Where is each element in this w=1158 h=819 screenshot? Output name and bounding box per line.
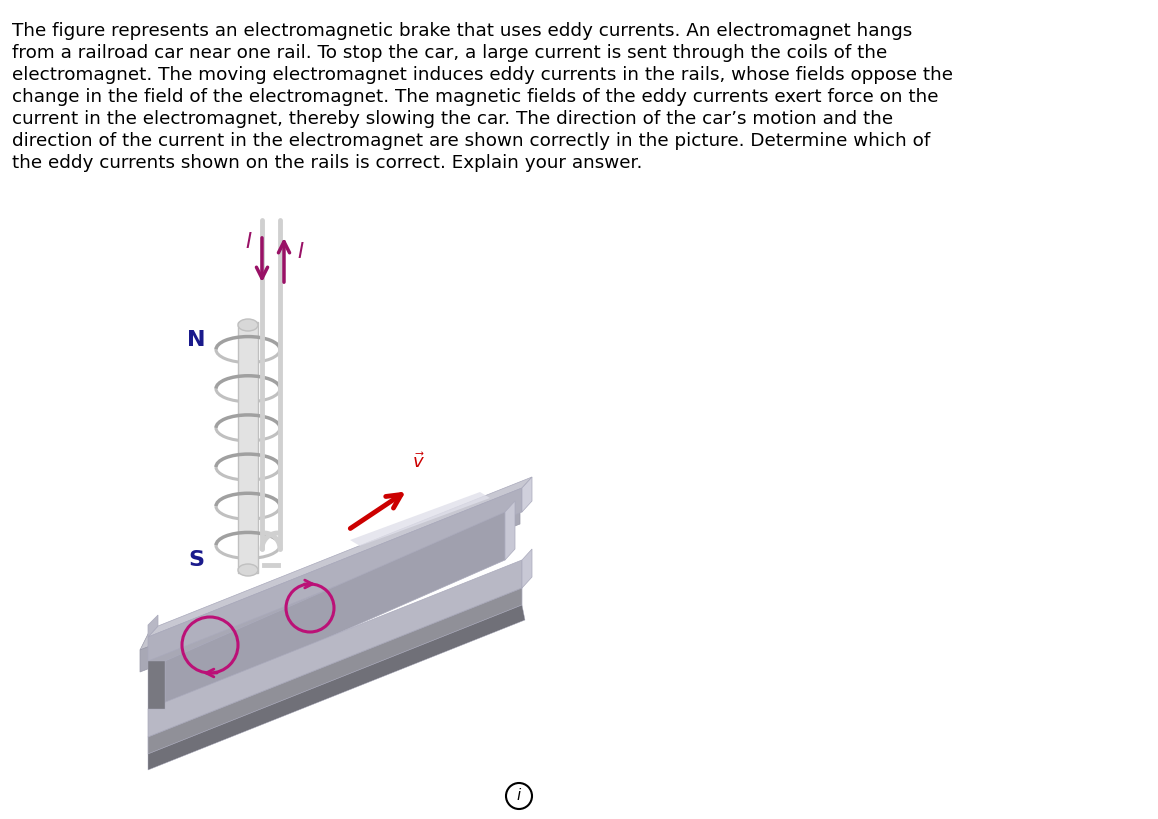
- Polygon shape: [148, 488, 522, 661]
- Text: electromagnet. The moving electromagnet induces eddy currents in the rails, whos: electromagnet. The moving electromagnet …: [12, 66, 953, 84]
- Polygon shape: [140, 502, 520, 672]
- Text: S: S: [188, 550, 204, 570]
- Polygon shape: [148, 560, 522, 737]
- Text: I: I: [296, 242, 303, 262]
- Polygon shape: [350, 492, 490, 546]
- Text: change in the field of the electromagnet. The magnetic fields of the eddy curren: change in the field of the electromagnet…: [12, 88, 938, 106]
- Polygon shape: [148, 661, 164, 709]
- Polygon shape: [164, 512, 505, 709]
- Text: N: N: [186, 330, 205, 350]
- Ellipse shape: [239, 319, 258, 331]
- Polygon shape: [522, 549, 532, 588]
- Text: i: i: [516, 789, 521, 803]
- Text: from a railroad car near one rail. To stop the car, a large current is sent thro: from a railroad car near one rail. To st…: [12, 44, 887, 62]
- Polygon shape: [148, 605, 525, 770]
- Ellipse shape: [239, 564, 258, 576]
- Text: the eddy currents shown on the rails is correct. Explain your answer.: the eddy currents shown on the rails is …: [12, 154, 643, 172]
- Polygon shape: [148, 615, 157, 637]
- Text: $\vec{v}$: $\vec{v}$: [412, 452, 425, 472]
- Polygon shape: [522, 477, 532, 512]
- Text: The figure represents an electromagnetic brake that uses eddy currents. An elect: The figure represents an electromagnetic…: [12, 22, 913, 40]
- Polygon shape: [140, 482, 530, 650]
- Bar: [239, 322, 258, 573]
- Text: direction of the current in the electromagnet are shown correctly in the picture: direction of the current in the electrom…: [12, 132, 930, 150]
- Polygon shape: [148, 477, 532, 637]
- Text: current in the electromagnet, thereby slowing the car. The direction of the car’: current in the electromagnet, thereby sl…: [12, 110, 893, 128]
- Polygon shape: [505, 501, 515, 560]
- Polygon shape: [148, 588, 522, 754]
- Text: I: I: [245, 232, 251, 252]
